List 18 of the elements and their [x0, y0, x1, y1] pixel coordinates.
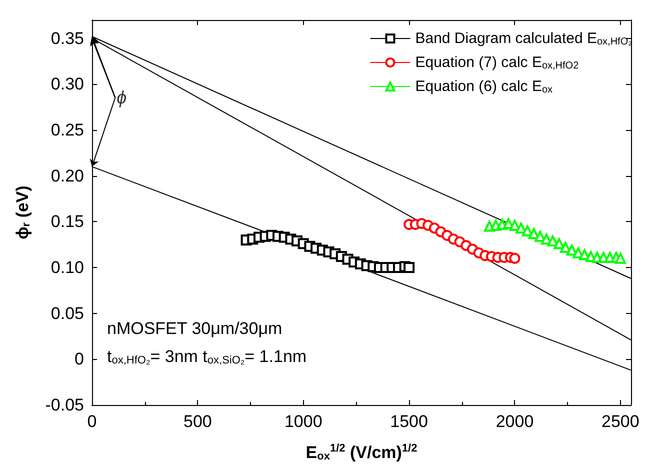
y-axis-title: ϕr (eV) [13, 186, 32, 240]
x-tick-label: 2500 [602, 412, 640, 431]
y-tick-label: -0.05 [45, 396, 84, 414]
y-tick-label: 0.25 [50, 120, 84, 140]
y-tick-label: 0.10 [50, 258, 84, 277]
y-tick-label: 0.30 [50, 74, 84, 94]
x-tick-label: 2000 [496, 412, 534, 431]
annotation: ϕ [116, 88, 127, 108]
y-tick-label: 0.35 [50, 28, 84, 48]
x-tick-label: 500 [184, 412, 212, 431]
x-tick-label: 1500 [390, 412, 428, 431]
x-tick-label: 1000 [284, 412, 322, 431]
y-tick-label: 0.05 [50, 304, 84, 323]
y-tick-label: 0.20 [50, 166, 84, 186]
y-tick-label: 0 [74, 350, 84, 369]
x-tick-label: 0 [87, 412, 97, 431]
annotation: nMOSFET 30μm/30μm [107, 319, 282, 338]
y-tick-label: 0.15 [50, 212, 84, 232]
